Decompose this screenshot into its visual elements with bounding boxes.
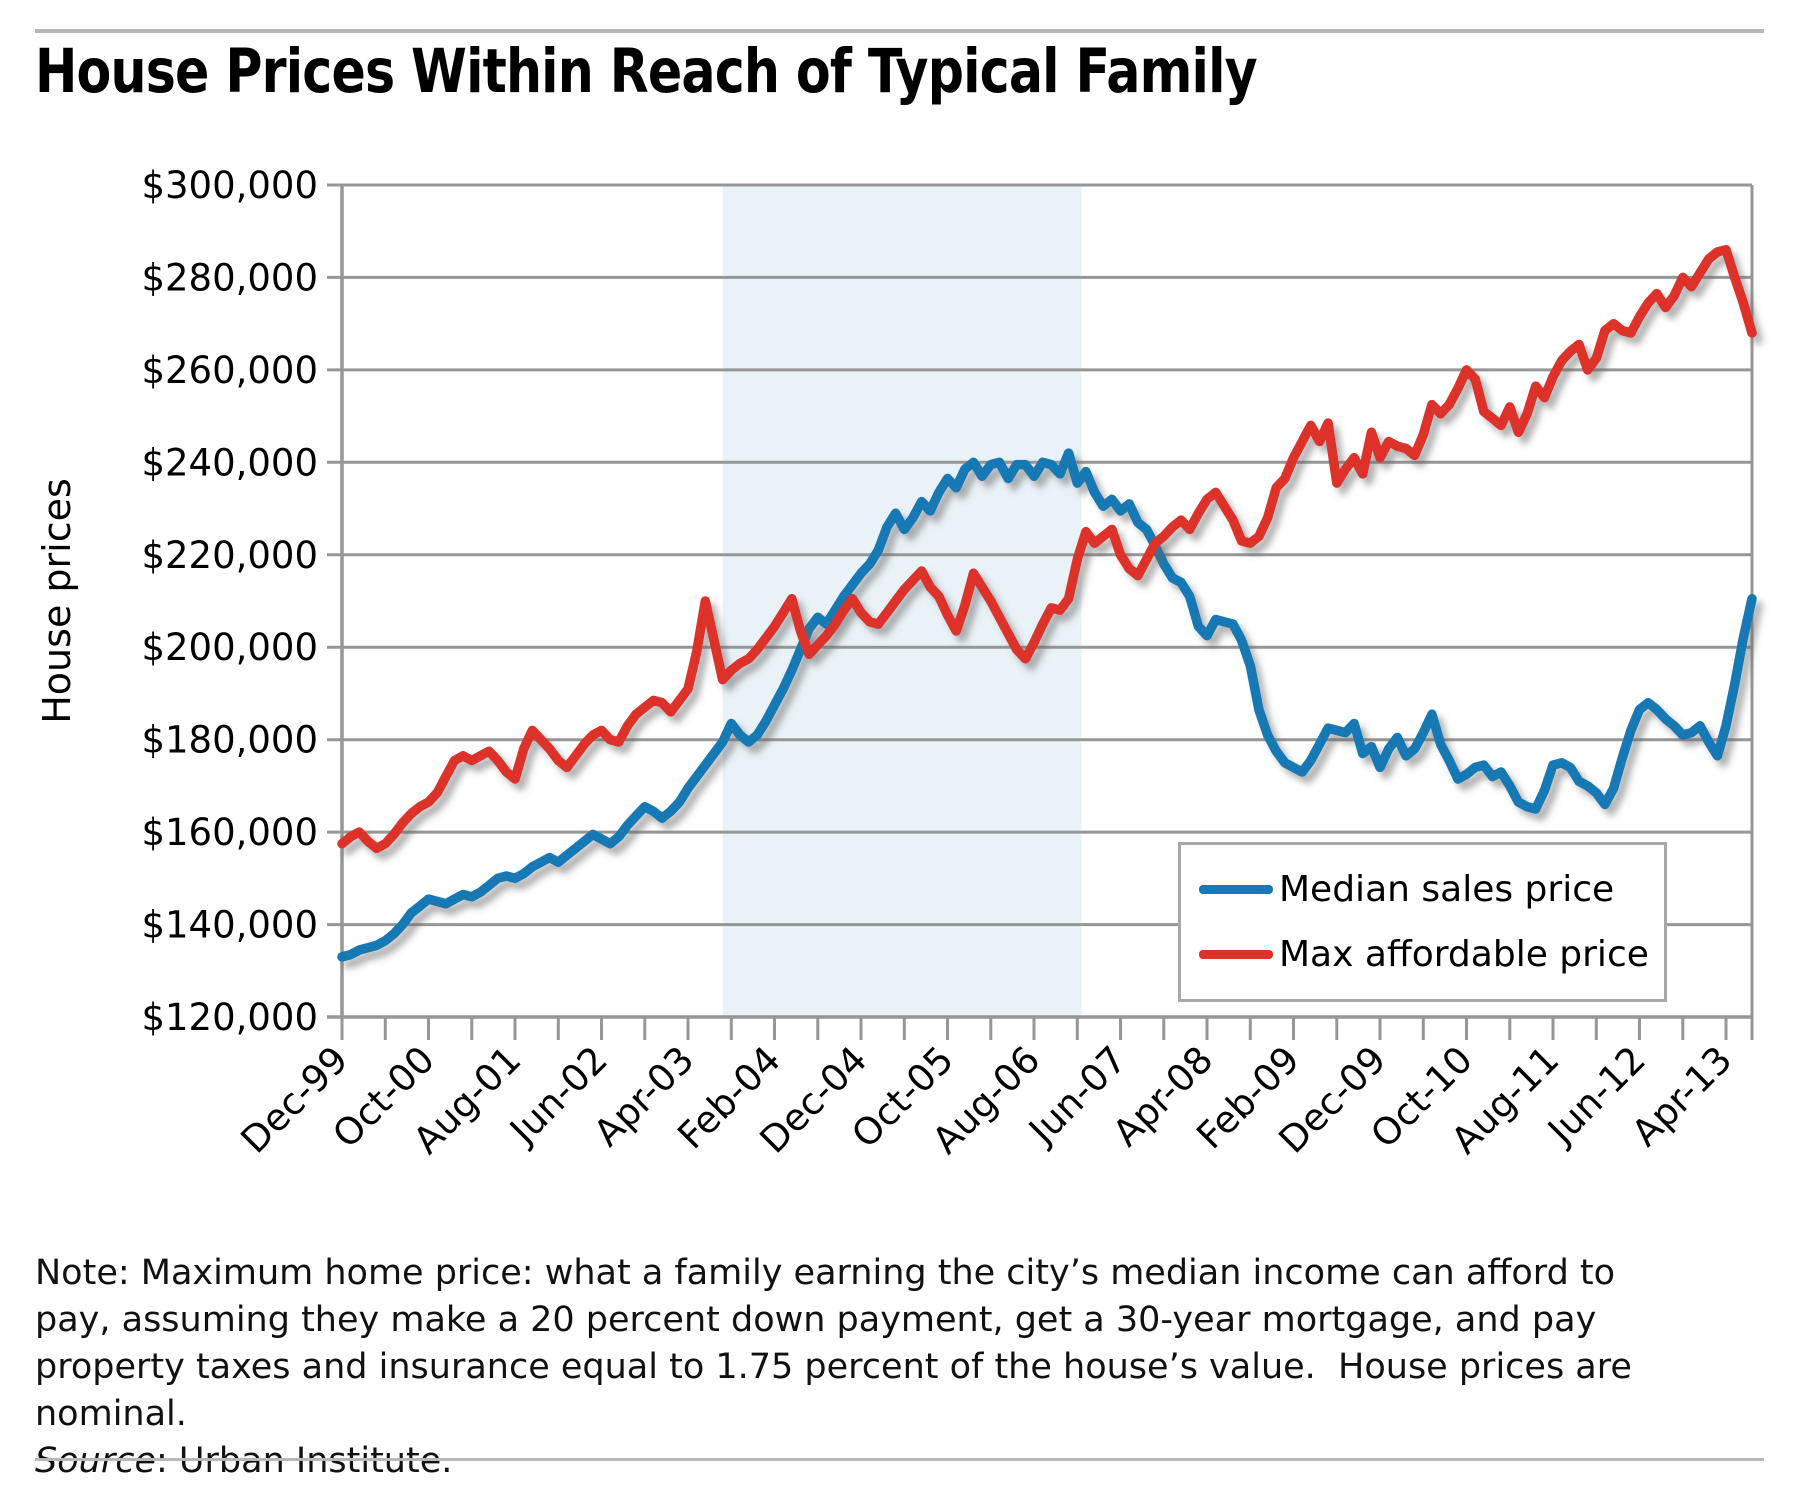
median-sales-line-swatch	[1199, 885, 1273, 894]
legend-label-max-affordable: Max affordable price	[1279, 934, 1649, 975]
source-line: Source: Urban Institute.	[35, 1438, 1632, 1485]
max-affordable-line-swatch	[1199, 950, 1273, 959]
y-tick-label: $120,000	[141, 996, 318, 1039]
y-tick-label: $240,000	[141, 441, 318, 484]
chart-title: House Prices Within Reach of Typical Fam…	[35, 36, 1258, 107]
source-text: : Urban Institute.	[155, 1441, 453, 1481]
y-tick-label: $160,000	[141, 811, 318, 854]
legend-label-median-sales: Median sales price	[1279, 869, 1615, 910]
y-tick-label: $280,000	[141, 256, 318, 299]
top-divider	[35, 29, 1764, 33]
highlight-band	[722, 185, 1082, 1017]
y-tick-label: $200,000	[141, 626, 318, 669]
median-sales-price-line	[337, 448, 1757, 962]
y-tick-label: $180,000	[141, 719, 318, 762]
legend-item-max-affordable: Max affordable price	[1199, 934, 1664, 975]
note-line-1: Note: Maximum home price: what a family …	[35, 1253, 1616, 1293]
note-line-2: pay, assuming they make a 20 percent dow…	[35, 1300, 1597, 1340]
y-tick-label: $260,000	[141, 349, 318, 392]
x-tick-label: Apr-13	[1624, 1038, 1741, 1155]
chart-legend: Median sales price Max affordable price	[1178, 842, 1667, 1002]
bottom-divider	[35, 1458, 1764, 1461]
note-line-3: property taxes and insurance equal to 1.…	[35, 1347, 1632, 1387]
x-tick-label: Dec-99	[233, 1038, 357, 1162]
legend-item-median-sales: Median sales price	[1199, 869, 1664, 910]
y-axis-title: House prices	[35, 478, 79, 724]
note-line-4: nominal.	[35, 1394, 187, 1434]
y-tick-label: $300,000	[141, 164, 318, 207]
source-label: Source	[35, 1441, 156, 1481]
max-affordable-price-line	[337, 244, 1757, 854]
chart-note: Note: Maximum home price: what a family …	[35, 1250, 1632, 1485]
y-tick-label: $140,000	[141, 904, 318, 947]
y-tick-label: $220,000	[141, 534, 318, 577]
